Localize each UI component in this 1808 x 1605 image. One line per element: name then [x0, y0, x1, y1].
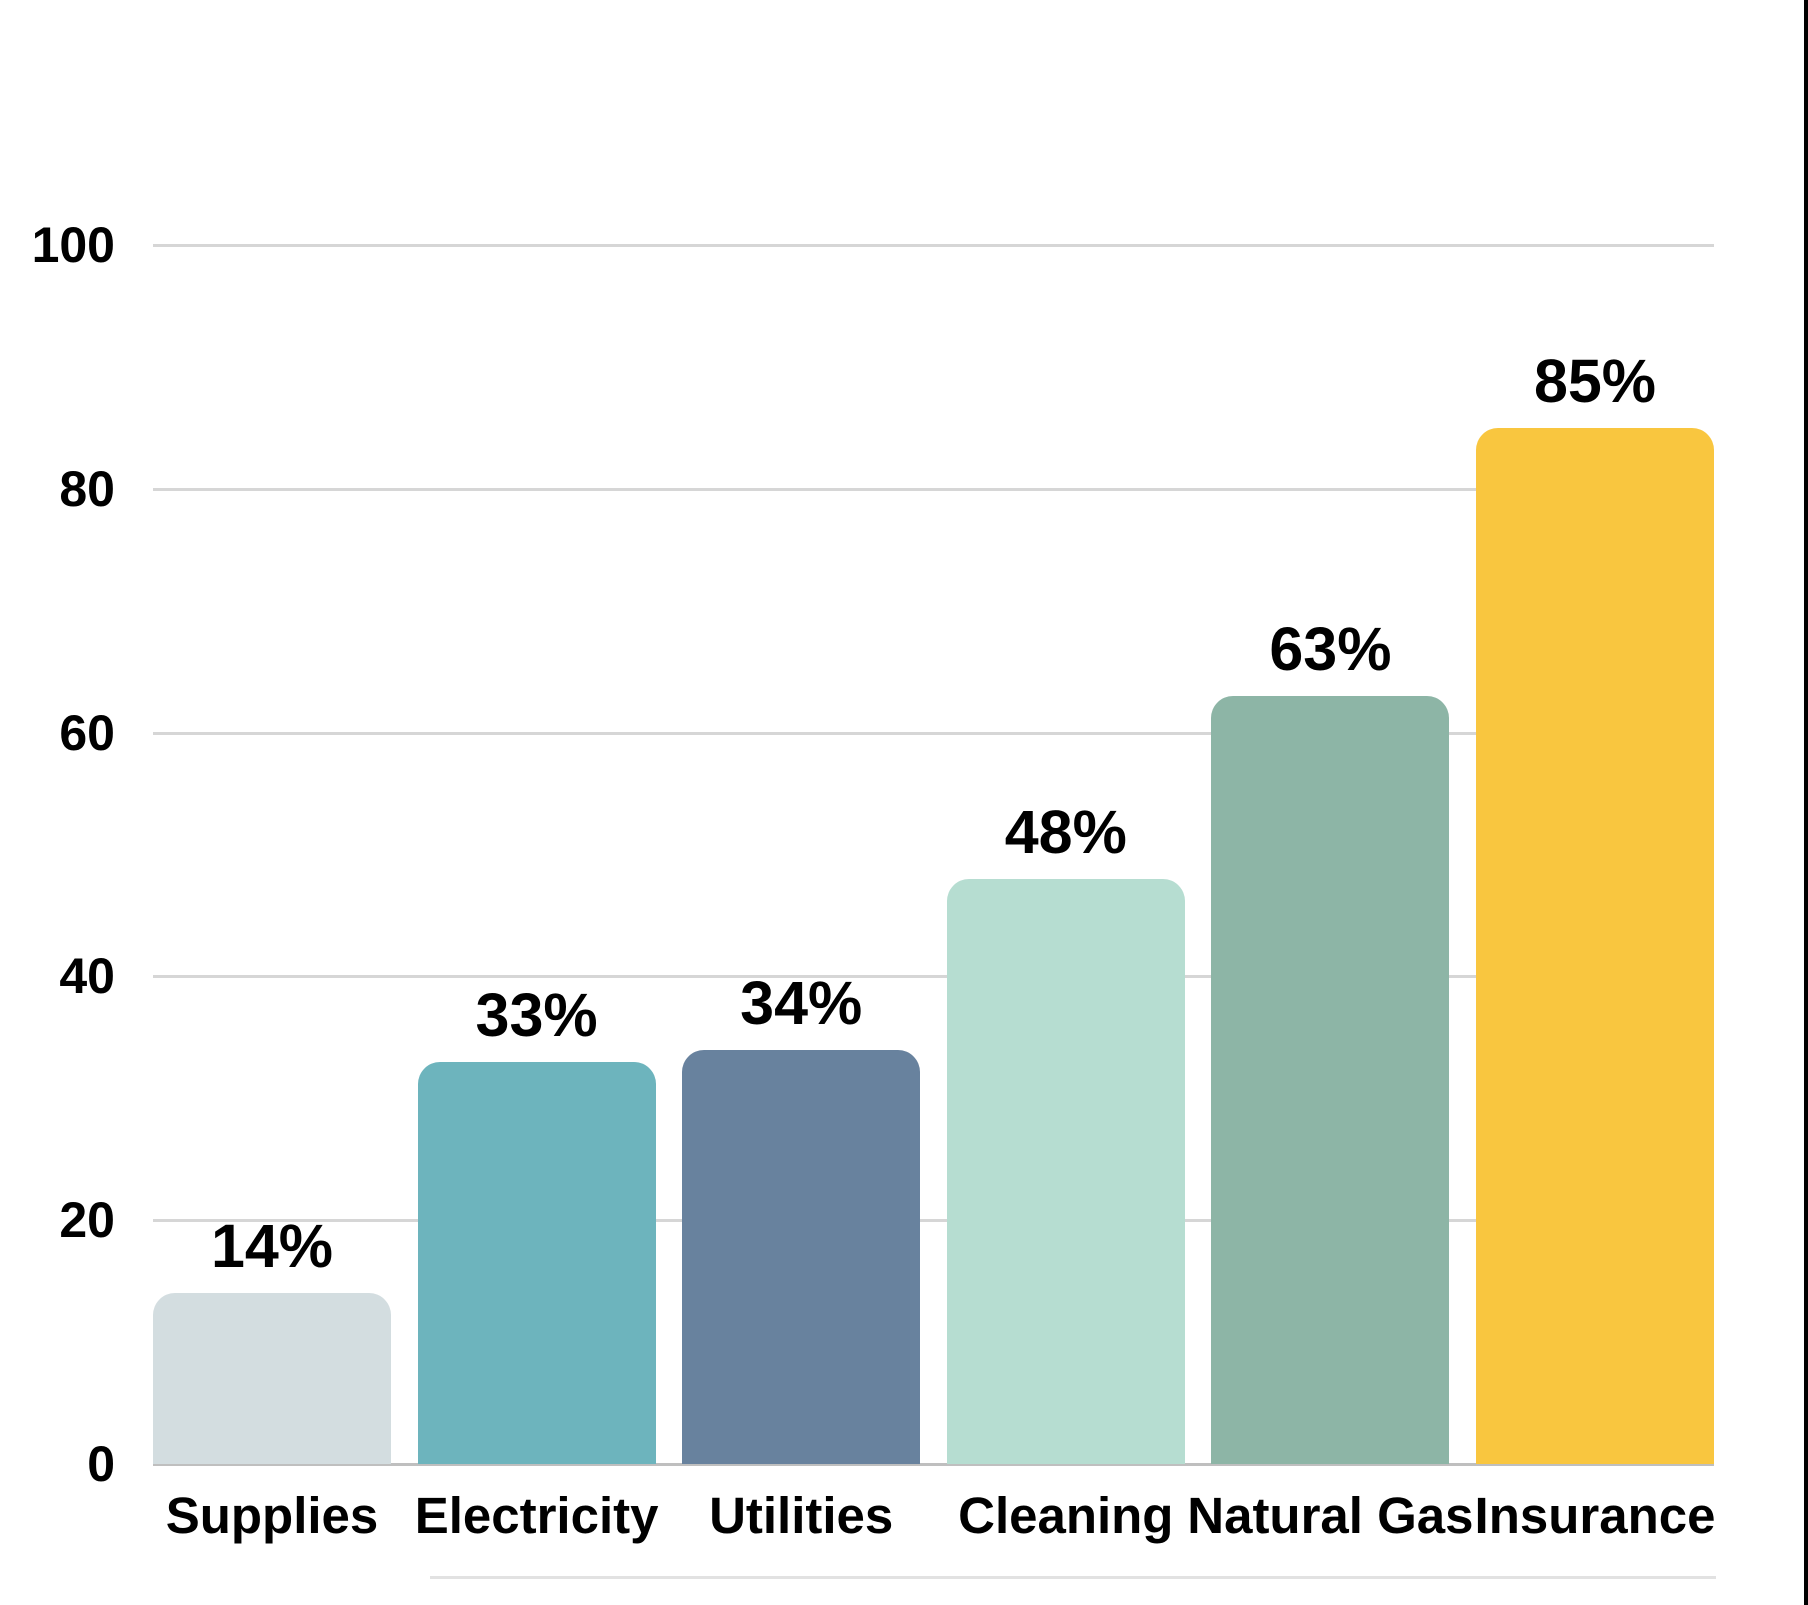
bar-cleaning [946, 878, 1185, 1464]
category-label-utilities: Utilities [709, 1487, 894, 1544]
category-label-natural-gas: Natural Gas [1187, 1487, 1474, 1544]
y-tick-label-0: 0 [87, 1436, 115, 1492]
y-tick-label-20: 20 [59, 1192, 115, 1249]
y-tick-label-40: 40 [59, 948, 115, 1005]
category-label-insurance: Insurance [1474, 1487, 1716, 1544]
value-label-utilities: 34% [740, 968, 863, 1037]
bar-electricity [417, 1061, 656, 1464]
category-label-electricity: Electricity [414, 1487, 659, 1544]
bar-insurance [1476, 427, 1714, 1464]
bar-supplies [153, 1293, 391, 1464]
gridline-40 [153, 975, 1714, 979]
bar-utilities [682, 1049, 921, 1464]
y-tick-label-80: 80 [59, 460, 115, 517]
value-label-cleaning: 48% [1004, 797, 1127, 866]
y-tick-label-60: 60 [59, 704, 115, 761]
y-tick-label-100: 100 [31, 217, 115, 273]
gridline-60 [153, 731, 1714, 735]
value-label-insurance: 85% [1533, 346, 1657, 415]
category-label-cleaning: Cleaning [958, 1487, 1174, 1544]
bottom-divider-line [430, 1576, 1716, 1579]
gridline-80 [153, 487, 1714, 491]
value-label-supplies: 14% [210, 1212, 334, 1281]
gridline-20 [153, 1219, 1714, 1223]
right-edge-border [1804, 0, 1808, 1605]
value-label-natural-gas: 63% [1269, 615, 1392, 684]
value-label-electricity: 33% [475, 980, 598, 1049]
gridline-100 [153, 244, 1714, 247]
x-axis-line [153, 1463, 1714, 1466]
bar-natural-gas [1211, 696, 1450, 1464]
category-label-supplies: Supplies [165, 1487, 379, 1544]
